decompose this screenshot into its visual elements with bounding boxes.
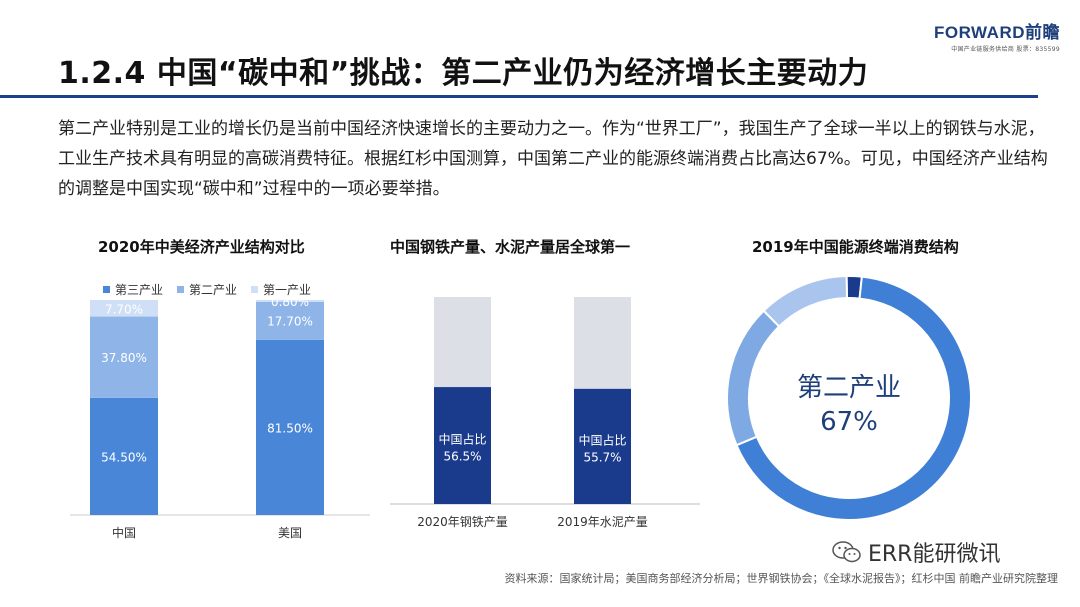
logo-subtext: 中国产业链服务供给商 股票：835599	[951, 46, 1060, 53]
chart1-bar-label-0-2: 7.70%	[105, 302, 143, 316]
chart1-bar-label-1-2: 0.80%	[271, 295, 309, 309]
legend-item-tertiary: 第三产业	[103, 281, 163, 298]
chart1-bar-label-0-0: 54.50%	[101, 450, 147, 464]
chart1-bar-1-0	[256, 339, 324, 515]
chart1-category-label-1: 美国	[278, 526, 302, 540]
chart2-svg: 中国占比 56.5% 2020年钢铁产量 中国占比 55.7% 2019年水泥产量	[390, 297, 700, 529]
chart3-title: 2019年中国能源终端消费结构	[752, 238, 959, 256]
legend-item-secondary: 第二产业	[177, 281, 237, 298]
chart2-bar-0-1	[434, 297, 491, 388]
intro-paragraph: 第二产业特别是工业的增长仍是当前中国经济快速增长的主要动力之一。作为“世界工厂”…	[58, 119, 1048, 199]
wechat-label: ERR能研微讯	[868, 542, 1001, 567]
chart1-bar-0-2	[90, 300, 158, 317]
chart3-center-value: 67%	[820, 407, 878, 437]
logo-text: FORWARD前瞻	[933, 23, 1060, 42]
chart1-bar-0-0	[90, 397, 158, 515]
chart2-bar-label-1: 中国占比 55.7%	[578, 432, 626, 464]
chart2-category-label-1: 2019年水泥产量	[557, 515, 648, 529]
chart2-title: 中国钢铁产量、水泥产量居全球第一	[390, 238, 631, 256]
legend-label-secondary: 第二产业	[189, 283, 238, 297]
chart1-bar-label-0-1: 37.80%	[101, 351, 147, 365]
legend-label-primary: 第一产业	[263, 283, 312, 297]
chart3-slice-1	[726, 309, 781, 447]
chart2-bar-0-0	[434, 387, 491, 504]
source-note: 资料来源：国家统计局；美国商务部经济分析局；世界钢铁协会；《全球水泥报告》；红杉…	[504, 572, 1059, 585]
chart2-category-label-0: 2020年钢铁产量	[417, 515, 508, 529]
chart1-bar-label-1-1: 17.70%	[267, 315, 313, 329]
chart3-slice-2	[762, 275, 849, 328]
chart1-bar-0-1	[90, 316, 158, 398]
chart1-title: 2020年中美经济产业结构对比	[98, 238, 305, 256]
chart2-bar-1-0	[574, 388, 631, 504]
wechat-watermark: ERR能研微讯	[832, 536, 1000, 568]
chart1-bar-1-1	[256, 301, 324, 340]
chart1-category-label-0: 中国	[112, 525, 136, 540]
chart1-legend: 第三产业 第二产业 第一产业	[103, 281, 311, 298]
chart1-svg: 54.50% 37.80% 7.70% 中国 81.50% 17.70% 0.80% 美国	[70, 295, 370, 540]
legend-label-tertiary: 第三产业	[115, 283, 164, 297]
legend-swatch-primary	[251, 286, 259, 293]
page-title: 1.2.4 中国“碳中和”挑战：第二产业仍为经济增长主要动力	[58, 56, 869, 91]
chart3-svg: 第二产业 67%	[726, 275, 972, 521]
legend-item-primary: 第一产业	[251, 281, 311, 298]
legend-swatch-secondary	[177, 286, 185, 293]
chart2-bar-1-1	[574, 297, 631, 389]
chart1-bar-1-2	[256, 300, 324, 302]
chart3-slice-0	[735, 275, 972, 521]
title-divider	[0, 95, 1038, 98]
chart2-bar-label-0: 中国占比 56.5%	[438, 432, 486, 464]
brand-logo: FORWARD前瞻 中国产业链服务供给商 股票：835599	[934, 18, 1060, 53]
wechat-icon	[832, 541, 861, 563]
legend-swatch-tertiary	[103, 286, 110, 293]
chart1-bar-label-1-0: 81.50%	[267, 421, 313, 435]
chart3-center-label: 第二产业	[797, 373, 901, 403]
